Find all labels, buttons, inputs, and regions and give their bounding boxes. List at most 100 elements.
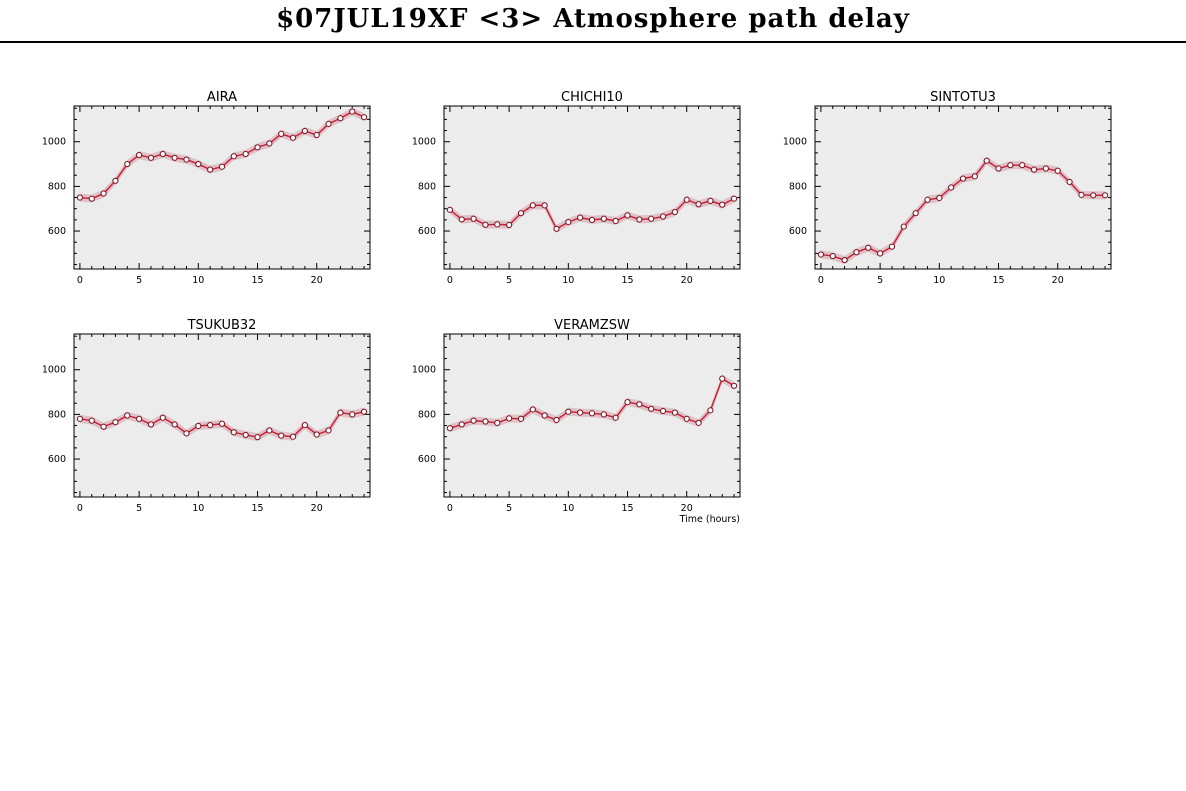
- x-tick-label: 10: [192, 503, 204, 514]
- data-point: [995, 165, 1002, 172]
- data-point: [695, 201, 702, 208]
- data-point: [349, 108, 356, 115]
- data-point: [195, 422, 202, 430]
- data-point: [289, 433, 297, 440]
- data-point: [588, 216, 596, 223]
- data-point: [349, 411, 356, 418]
- data-point: [659, 213, 667, 220]
- data-point: [1101, 192, 1109, 199]
- x-tick-label: 10: [562, 275, 574, 286]
- data-point: [541, 202, 548, 209]
- data-point: [683, 196, 690, 203]
- data-point: [88, 417, 95, 424]
- data-point: [470, 215, 477, 222]
- x-tick-label: 0: [77, 503, 83, 514]
- data-point: [612, 217, 619, 225]
- x-tick-label: 0: [77, 275, 83, 286]
- data-point: [100, 423, 107, 430]
- data-point: [612, 414, 619, 421]
- data-point: [1019, 162, 1026, 169]
- data-point: [76, 194, 84, 201]
- data-point: [912, 210, 919, 217]
- x-tick-label: 20: [681, 275, 693, 286]
- x-tick-label: 5: [136, 503, 142, 514]
- data-point: [983, 157, 990, 164]
- data-point: [112, 177, 119, 184]
- data-point: [506, 221, 513, 229]
- data-point: [529, 202, 536, 209]
- x-tick-label: 20: [311, 275, 323, 286]
- x-tick-label: 20: [681, 503, 693, 514]
- chart-panel-3: SINTOTU3 0 5 10 15 20 600 800 1000: [783, 90, 1112, 286]
- x-tick-label: 0: [818, 275, 824, 286]
- data-point: [183, 156, 190, 163]
- x-tick-label: 10: [192, 275, 204, 286]
- data-point: [600, 215, 607, 222]
- data-point: [636, 401, 643, 408]
- data-point: [730, 382, 738, 389]
- data-point: [159, 150, 166, 158]
- data-point: [278, 432, 285, 439]
- chart-panel-1: AIRA 0 5 10 15 20 600 800 1000: [42, 90, 371, 286]
- x-tick-label: 15: [621, 275, 633, 286]
- data-point: [147, 421, 155, 428]
- x-tick-label: 5: [136, 275, 142, 286]
- y-tick-label: 1000: [42, 137, 66, 148]
- data-point: [1007, 162, 1014, 169]
- data-point: [517, 415, 525, 422]
- data-point: [553, 416, 560, 424]
- data-point: [1078, 191, 1085, 198]
- data-point: [76, 415, 84, 422]
- data-point: [482, 221, 489, 228]
- plot-area: [443, 105, 741, 270]
- data-point: [325, 427, 332, 434]
- data-point: [242, 150, 249, 158]
- data-point: [266, 140, 273, 147]
- data-point: [254, 144, 261, 151]
- data-point: [136, 152, 143, 159]
- data-point: [841, 256, 848, 264]
- data-point: [648, 215, 655, 222]
- data-point: [494, 221, 501, 228]
- y-tick-label: 1000: [42, 365, 66, 376]
- data-point: [266, 427, 273, 434]
- data-point: [1042, 165, 1049, 172]
- data-point: [124, 160, 131, 168]
- x-tick-label: 0: [447, 503, 453, 514]
- data-point: [218, 420, 226, 427]
- data-point: [301, 422, 308, 429]
- data-point: [147, 154, 155, 161]
- data-point: [207, 166, 214, 173]
- data-point: [671, 409, 678, 416]
- data-point: [159, 414, 166, 421]
- y-tick-label: 1000: [783, 137, 807, 148]
- data-point: [171, 154, 178, 161]
- data-point: [900, 223, 907, 230]
- x-tick-label: 20: [1052, 275, 1064, 286]
- data-point: [446, 206, 454, 213]
- data-point: [1090, 192, 1097, 199]
- data-point: [683, 415, 690, 422]
- data-point: [730, 195, 738, 202]
- x-tick-label: 15: [251, 503, 263, 514]
- data-point: [553, 225, 560, 232]
- data-point: [959, 175, 967, 182]
- data-point: [707, 197, 714, 204]
- y-tick-label: 1000: [412, 365, 436, 376]
- y-tick-label: 600: [418, 226, 436, 237]
- y-tick-label: 800: [418, 181, 436, 192]
- data-point: [1066, 178, 1073, 186]
- data-point: [100, 190, 107, 197]
- x-tick-label: 5: [506, 503, 512, 514]
- y-tick-label: 800: [48, 181, 66, 192]
- data-point: [829, 252, 836, 260]
- data-point: [624, 399, 631, 406]
- x-tick-label: 0: [447, 275, 453, 286]
- x-tick-label: 5: [877, 275, 883, 286]
- data-point: [458, 421, 465, 428]
- x-tick-label: 15: [992, 275, 1004, 286]
- data-point: [325, 120, 332, 127]
- data-point: [924, 196, 931, 203]
- data-point: [600, 411, 607, 418]
- chart-title: TSUKUB32: [187, 318, 257, 333]
